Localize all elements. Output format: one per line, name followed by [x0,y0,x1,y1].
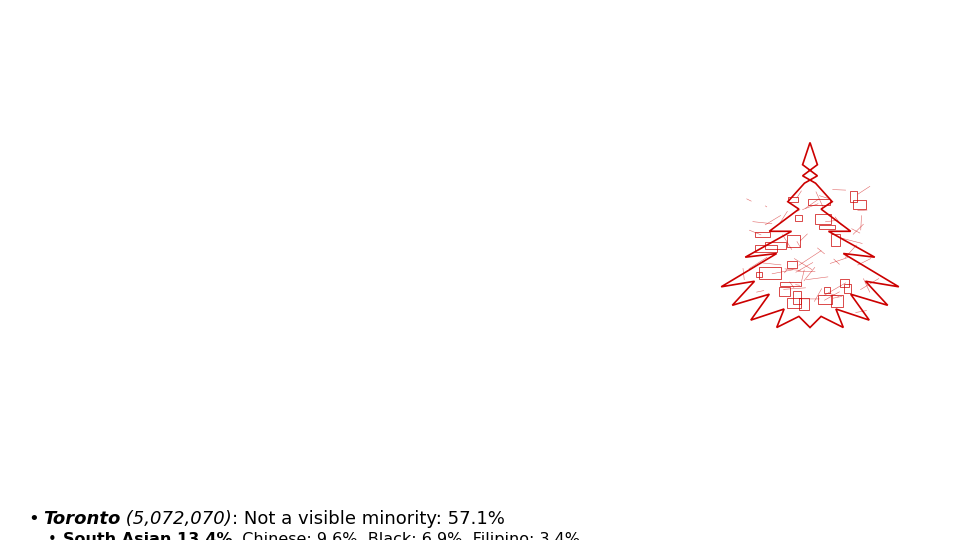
Bar [825,287,830,293]
Text: •: • [28,510,38,528]
Bar [779,287,790,296]
Bar [787,261,797,268]
Bar [756,245,777,252]
Bar [780,282,801,286]
Bar [853,200,866,208]
Text: (5,072,070): (5,072,070) [120,510,232,528]
Bar [759,267,781,279]
Bar [808,199,830,205]
Bar [831,233,840,246]
Text: : Not a visible minority: 57.1%: : Not a visible minority: 57.1% [232,510,505,528]
Bar [787,299,802,308]
Bar [765,242,786,249]
Bar [793,291,801,303]
Bar [788,197,798,202]
Bar [818,295,832,303]
Text: •: • [48,532,57,540]
Bar [850,191,857,201]
Bar [795,215,802,221]
Bar [756,272,762,276]
Bar [815,214,830,224]
Text: , Chinese: 9.6%, Black: 6.9%, Filipino: 3.4%: , Chinese: 9.6%, Black: 6.9%, Filipino: … [232,532,581,540]
Bar [844,284,852,293]
Bar [830,295,844,307]
Bar [756,232,770,238]
Bar [786,234,800,247]
Text: Toronto: Toronto [43,510,120,528]
Bar [800,298,808,310]
Bar [840,279,850,287]
Bar [819,225,834,229]
Text: South Asian 13.4%: South Asian 13.4% [63,532,232,540]
